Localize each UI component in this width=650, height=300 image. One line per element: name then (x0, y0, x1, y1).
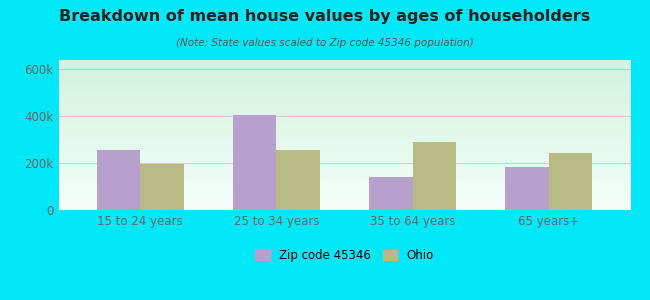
Bar (549, 153, 592, 210)
Text: (Note: State values scaled to Zip code 45346 population): (Note: State values scaled to Zip code 4… (176, 38, 474, 47)
Bar (413, 142, 456, 210)
Bar (97, 150, 140, 210)
Bar (233, 115, 276, 210)
Bar (276, 150, 320, 210)
Bar (140, 164, 184, 210)
Text: Breakdown of mean house values by ages of householders: Breakdown of mean house values by ages o… (59, 9, 591, 24)
Bar (505, 167, 549, 210)
Bar (369, 177, 413, 210)
Legend: Zip code 45346, Ohio: Zip code 45346, Ohio (251, 245, 438, 267)
